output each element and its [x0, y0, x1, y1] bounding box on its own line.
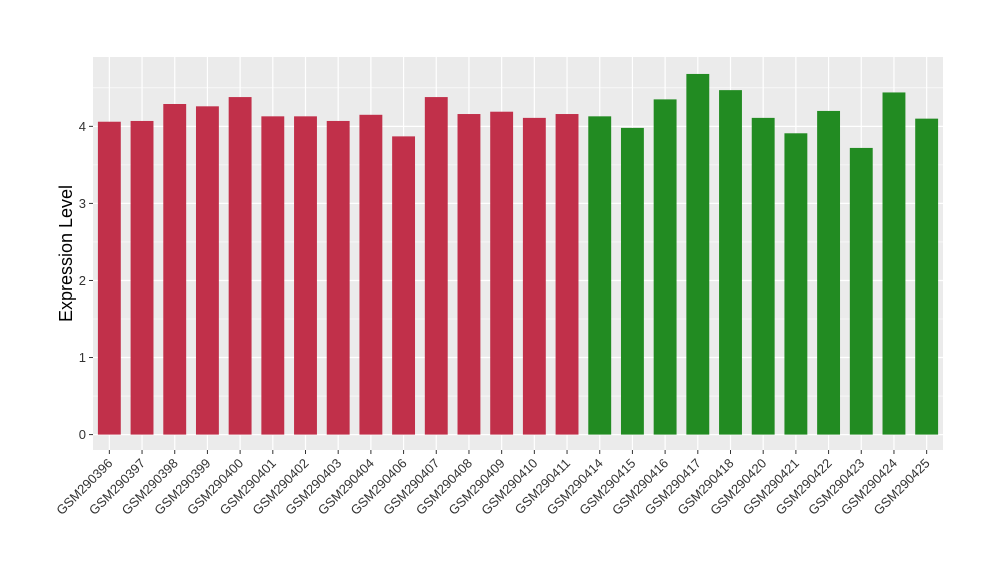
- bar-GSM290410: [522, 117, 546, 435]
- bar-GSM290403: [326, 120, 350, 435]
- bar-GSM290416: [653, 99, 677, 435]
- bar-GSM290420: [751, 117, 775, 435]
- bar-GSM290411: [555, 114, 579, 435]
- bar-GSM290409: [490, 111, 514, 435]
- bar-GSM290396: [97, 121, 121, 435]
- bar-GSM290399: [195, 106, 219, 435]
- bar-GSM290404: [359, 114, 383, 435]
- bar-GSM290424: [882, 92, 906, 435]
- bar-GSM290418: [719, 90, 742, 435]
- y-axis: 0 1 2 3 4: [79, 119, 93, 442]
- bar-GSM290406: [392, 136, 416, 435]
- x-axis: GSM290396GSM290397GSM290398GSM290399GSM2…: [53, 450, 933, 518]
- bar-GSM290408: [457, 114, 481, 435]
- bar-GSM290400: [228, 97, 252, 435]
- bar-GSM290422: [817, 110, 841, 435]
- bar-GSM290414: [588, 116, 612, 435]
- bar-GSM290397: [130, 120, 154, 435]
- bar-GSM290415: [620, 127, 644, 435]
- bar-GSM290407: [424, 97, 448, 435]
- bar-GSM290417: [686, 73, 710, 435]
- y-axis-title: Expression Level: [56, 185, 76, 322]
- y-tick-label: 2: [79, 273, 86, 288]
- y-tick-label: 4: [79, 119, 86, 134]
- bar-layer: [97, 73, 939, 435]
- bar-GSM290423: [849, 147, 873, 435]
- plot-panel: [93, 57, 943, 450]
- bar-GSM290425: [915, 118, 939, 435]
- y-tick-label: 3: [79, 196, 86, 211]
- bar-GSM290398: [163, 104, 187, 435]
- y-tick-label: 0: [79, 427, 86, 442]
- bar-GSM290402: [294, 116, 317, 435]
- bar-GSM290421: [784, 133, 808, 435]
- y-tick-label: 1: [79, 350, 86, 365]
- bar-GSM290401: [261, 116, 285, 435]
